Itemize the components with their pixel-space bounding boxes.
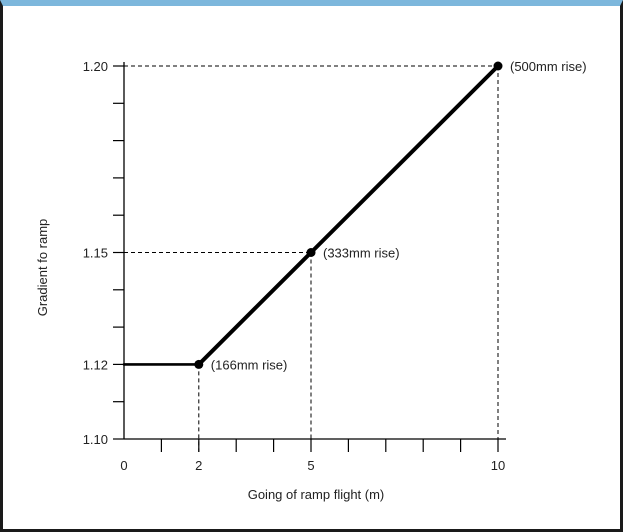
x-tick-label: 10 [491,458,505,473]
series-segment [309,64,500,255]
point-annotation-label: (333mm rise) [323,246,400,261]
x-tick-label: 5 [307,458,314,473]
point-annotation-label: (166mm rise) [211,357,288,372]
minor-ticks [113,65,499,452]
point-annotation-label: (500mm rise) [510,59,587,74]
data-point [194,359,204,369]
y-axis-title: Gradient fo ramp [35,219,50,317]
x-axis-title: Going of ramp flight (m) [248,487,385,502]
y-tick-label: 1.12 [83,357,108,372]
tick-labels: 1.10 1.12 1.15 1.20 0 2 5 10 [83,59,506,473]
data-point [306,248,316,257]
y-tick-label: 1.15 [83,246,108,261]
y-tick-label: 1.10 [83,432,108,447]
data-point [493,61,503,71]
guide-lines [124,65,499,452]
point-annotations: (166mm rise) (333mm rise) (500mm rise) [211,59,587,372]
data-series [122,61,503,369]
x-tick-label: 0 [120,458,127,473]
series-segment [196,250,313,367]
y-tick-label: 1.20 [83,59,108,74]
axes [123,62,506,440]
x-tick-label: 2 [195,458,202,473]
